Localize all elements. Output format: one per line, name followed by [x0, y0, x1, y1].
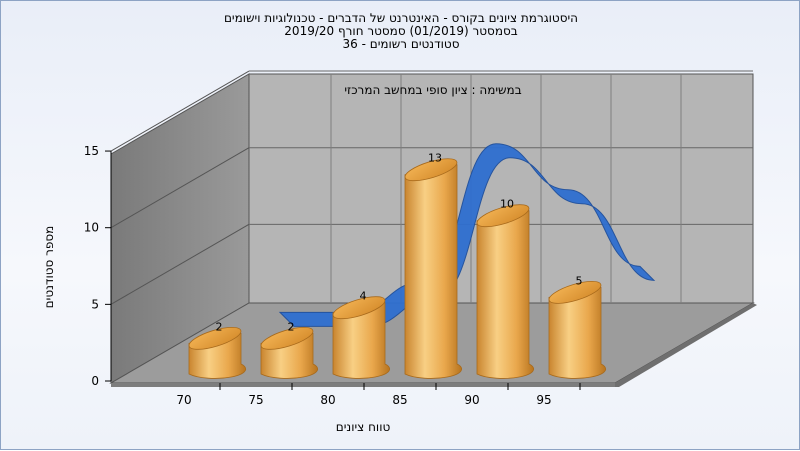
- bar-75: 2: [260, 320, 319, 379]
- x-axis-label: טווח ציונים: [336, 420, 391, 434]
- floor-front-edge: [111, 383, 615, 387]
- bar-body: [404, 164, 463, 379]
- gridline-side: [110, 223, 250, 305]
- x-axis-ticks: 70 75 80 85 90 95: [176, 383, 581, 407]
- bar-body: [548, 286, 607, 379]
- bar-body: [476, 210, 535, 379]
- x-tick-label: 90: [464, 393, 479, 407]
- gridline-side: [110, 70, 250, 152]
- bar-body: [332, 302, 391, 379]
- bar-85: 13: [404, 152, 463, 379]
- y-tick-label: 10: [84, 221, 99, 235]
- x-tick-label: 95: [536, 393, 551, 407]
- chart-registered: סטודנטים רשומים - 36: [342, 37, 460, 51]
- bars-group: 2 2 4 13 10 5: [188, 152, 607, 379]
- bar-value-label: 10: [500, 198, 514, 211]
- chart-title-block: היסטוגרמת ציונים בקורס - האינטרנט של הדב…: [1, 12, 800, 51]
- bar-top: [188, 326, 242, 350]
- bar-top: [548, 280, 602, 304]
- bar-value-label: 2: [288, 320, 295, 333]
- bar-top: [476, 204, 530, 228]
- bar-value-label: 13: [428, 152, 442, 165]
- y-tick-label: 5: [91, 297, 99, 311]
- y-axis-ticks: 0 5 10 15: [84, 144, 112, 388]
- y-axis-label: מספר סטודנטים: [42, 226, 56, 309]
- y-tick-label: 15: [84, 144, 99, 158]
- x-tick-label: 80: [320, 393, 335, 407]
- y-tick-label: 0: [91, 374, 99, 388]
- bar-top: [332, 296, 386, 320]
- chart-title: היסטוגרמת ציונים בקורס - האינטרנט של הדב…: [223, 11, 579, 25]
- right-edge: [615, 303, 757, 387]
- bar-70: 2: [188, 320, 247, 379]
- gridline-side: [110, 147, 250, 229]
- bar-top: [404, 158, 458, 182]
- chart-subtitle: במשימה : ציון סופי במחשב המרכזי: [344, 83, 521, 97]
- bar-95: 5: [548, 274, 607, 379]
- chart-semester: בסמסטר (01/2019) סמסטר חורף 2019/20: [284, 24, 518, 38]
- bar-80: 4: [332, 290, 391, 379]
- bar-value-label: 4: [360, 290, 367, 303]
- bar-90: 10: [476, 198, 535, 379]
- bar-value-label: 5: [576, 274, 583, 287]
- x-tick-label: 75: [248, 393, 263, 407]
- x-tick-label: 85: [392, 393, 407, 407]
- bar-value-label: 2: [216, 320, 223, 333]
- x-tick-label: 70: [176, 393, 191, 407]
- bar-top: [260, 326, 314, 350]
